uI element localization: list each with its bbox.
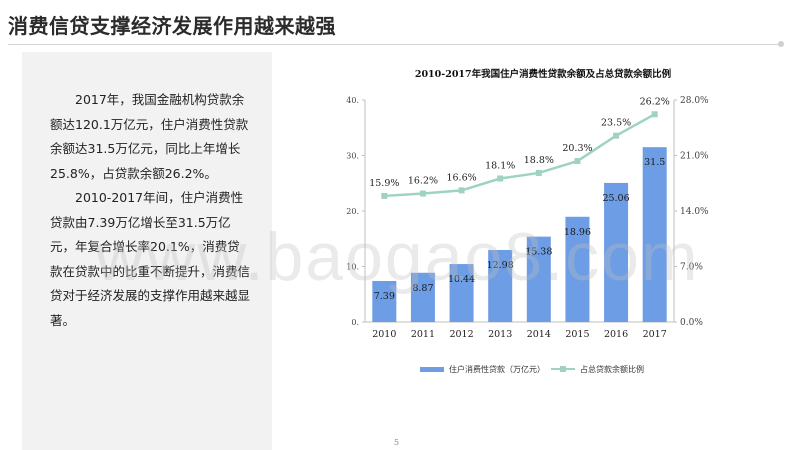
y-right-tick-label: 28.0%: [680, 96, 709, 106]
page-number: 5: [394, 438, 400, 447]
bar: [526, 236, 551, 322]
ratio-value-label: 23.5%: [601, 118, 631, 129]
ratio-value-label: 20.3%: [562, 143, 592, 154]
legend-label-bars: 住户消费性贷款（万亿元）: [449, 364, 545, 374]
ratio-marker: [497, 175, 504, 182]
bar-value-label: 18.96: [564, 227, 591, 238]
x-tick-label: 2011: [411, 329, 435, 340]
bar: [642, 147, 667, 322]
x-tick-label: 2015: [565, 329, 589, 340]
bar-value-label: 25.06: [602, 193, 629, 204]
y-right-tick-label: 0.0%: [680, 318, 703, 328]
ratio-value-label: 16.6%: [446, 172, 476, 183]
bar-value-label: 15.38: [525, 247, 552, 258]
x-tick-label: 2016: [604, 329, 628, 340]
y-right-tick-label: 21.0%: [680, 152, 709, 162]
bar: [372, 280, 397, 322]
y-right-tick-label: 7.0%: [680, 263, 703, 273]
bar: [604, 182, 629, 322]
y-left-tick-label: 40.: [346, 96, 359, 105]
ratio-value-label: 16.2%: [408, 176, 438, 187]
ratio-value-label: 18.8%: [524, 155, 554, 166]
bar-value-label: 7.39: [374, 291, 395, 302]
legend-swatch-bars: [420, 367, 444, 372]
ratio-value-label: 26.2%: [640, 96, 670, 107]
ratio-marker: [458, 187, 465, 194]
bar: [410, 272, 435, 322]
body-paragraph-2: 2010-2017年间，住户消费性贷款由7.39万亿增长至31.5万亿元，年复合…: [50, 190, 251, 328]
body-text: 2017年，我国金融机构贷款余额达120.1万亿元，住户消费性贷款余额达31.5…: [50, 88, 250, 333]
y-left-tick-label: 10.: [346, 263, 359, 272]
body-paragraph-1: 2017年，我国金融机构贷款余额达120.1万亿元，住户消费性贷款余额达31.5…: [50, 92, 249, 181]
ratio-marker: [381, 192, 388, 199]
chart-svg: 0. 10. 20. 30. 40. 0.0% 7.0% 14.0% 21.0% 28.0% 7.3…: [346, 96, 709, 374]
chart: 0. 10. 20. 30. 40. 0.0% 7.0% 14.0% 21.0% 28.0% 7.3…: [328, 58, 768, 388]
y-left-tick-label: 0.: [351, 318, 359, 327]
text-panel: [22, 52, 272, 450]
bar-value-label: 31.5: [644, 157, 665, 168]
ratio-line: [384, 113, 656, 198]
ratio-marker: [613, 132, 620, 139]
slide-title: 消费信贷支撑经济发展作用越来越强: [8, 14, 336, 38]
bar: [488, 249, 513, 322]
x-tick-label: 2012: [449, 329, 473, 340]
legend-swatch-marker: [560, 366, 566, 372]
ratio-marker: [419, 190, 426, 197]
x-tick-label: 2013: [488, 329, 512, 340]
chart-title: 2010-2017年我国住户消费性贷款余额及占总贷款余额比例: [414, 69, 672, 80]
title-divider: [8, 44, 780, 45]
x-tick-label: 2014: [527, 329, 551, 340]
ratio-marker: [535, 169, 542, 176]
bar: [565, 216, 590, 322]
bar: [449, 264, 474, 322]
bar-value-label: 10.44: [448, 274, 475, 285]
bar-value-label: 8.87: [412, 283, 433, 294]
ratio-value-label: 15.9%: [369, 178, 399, 189]
ratio-marker: [574, 158, 581, 165]
y-left-tick-label: 30.: [346, 152, 359, 161]
ratio-value-label: 18.1%: [485, 160, 515, 171]
ratio-marker: [651, 111, 658, 118]
title-divider-dot: [778, 41, 784, 47]
legend-label-line: 占总贷款余额比例: [580, 364, 644, 374]
x-tick-label: 2010: [372, 329, 396, 340]
y-right-tick-label: 14.0%: [680, 207, 709, 217]
y-left-tick-label: 20.: [346, 207, 359, 216]
bar-value-label: 12.98: [487, 260, 514, 271]
x-tick-label: 2017: [643, 329, 667, 340]
